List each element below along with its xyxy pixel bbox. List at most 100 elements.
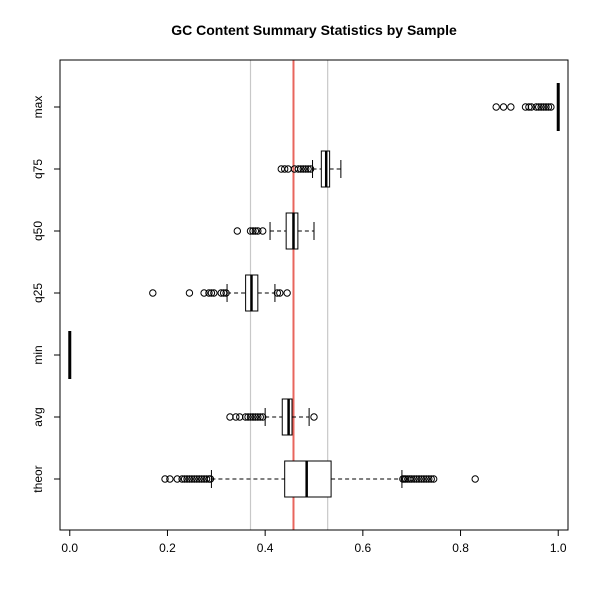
outlier-point-theor-27 [422, 475, 431, 483]
y-tick-label-theor: theor [31, 465, 45, 492]
outlier-point-avg-0 [226, 413, 234, 421]
outlier-point-theor-3 [178, 475, 186, 483]
outlier-point-theor-7 [188, 475, 196, 483]
outlier-point-avg-7 [251, 413, 260, 421]
outlier-point-q25-0 [149, 289, 157, 297]
outlier-point-max-1 [499, 103, 508, 111]
outlier-point-q25-3 [205, 289, 213, 297]
outlier-point-max-7 [534, 103, 543, 111]
box-iqr-q50 [285, 212, 299, 250]
outlier-point-max-9 [539, 103, 548, 111]
outlier-point-q50-2 [249, 227, 257, 235]
outlier-point-q25-7 [219, 289, 228, 297]
outlier-point-theor-24 [415, 475, 423, 483]
outlier-point-avg-4 [244, 413, 252, 421]
outlier-point-max-8 [537, 103, 545, 111]
outlier-point-q75-4 [294, 165, 303, 173]
outlier-point-avg-6 [249, 413, 257, 421]
outlier-point-theor-21 [407, 475, 416, 483]
outlier-point-q50-0 [233, 227, 242, 235]
y-tick-label-q75: q75 [31, 159, 45, 179]
outlier-point-theor-29 [427, 475, 435, 483]
outlier-point-avg-1 [232, 413, 240, 421]
outlier-point-avg-3 [241, 413, 250, 421]
y-tick-label-avg: avg [31, 407, 45, 426]
outlier-point-max-3 [521, 103, 530, 111]
outlier-point-theor-1 [166, 475, 174, 483]
plot-frame [59, 59, 569, 531]
outlier-point-avg-9 [256, 413, 264, 421]
outlier-point-q25-6 [217, 289, 225, 297]
box-theor [161, 460, 479, 498]
outlier-point-max-12 [547, 103, 555, 111]
outlier-point-theor-13 [202, 475, 211, 483]
outlier-point-q50-4 [254, 227, 262, 235]
outlier-point-theor-10 [195, 475, 203, 483]
box-q50 [233, 212, 315, 250]
outlier-point-avg-5 [246, 413, 255, 421]
outlier-point-q25-9 [273, 289, 282, 297]
x-tick-label-2: 0.4 [257, 541, 274, 555]
outlier-point-max-6 [532, 103, 540, 111]
y-tick-label-max: max [31, 96, 45, 119]
y-axis: theor avg min q25 q50 q75 max [31, 96, 61, 493]
outlier-point-q25-1 [185, 289, 194, 297]
outlier-point-q50-5 [259, 227, 267, 235]
x-axis: 0.0 0.2 0.4 0.6 0.8 1.0 [61, 529, 567, 555]
box-max [492, 83, 560, 131]
x-tick-label-0: 0.0 [61, 541, 78, 555]
x-tick-label-4: 0.8 [452, 541, 469, 555]
outlier-point-theor-23 [412, 475, 421, 483]
x-tick-label-3: 0.6 [355, 541, 372, 555]
outlier-point-max-5 [527, 103, 536, 111]
outlier-point-theor-28 [425, 475, 433, 483]
outlier-point-q50-3 [251, 227, 260, 235]
box-avg [226, 398, 318, 436]
chart-title: GC Content Summary Statistics by Sample [171, 22, 457, 38]
outlier-point-max-10 [542, 103, 550, 111]
outlier-point-q25-4 [207, 289, 216, 297]
y-tick-label-min: min [31, 345, 45, 364]
outlier-point-theor-0 [161, 475, 169, 483]
box-iqr-avg [281, 398, 293, 436]
outlier-point-q75-6 [299, 165, 307, 173]
outlier-point-theor-2 [173, 475, 181, 483]
outlier-point-theor-31 [471, 475, 479, 483]
outlier-point-q25-5 [210, 289, 218, 297]
x-tick-label-5: 1.0 [550, 541, 567, 555]
y-tick-label-q25: q25 [31, 283, 45, 303]
outlier-point-q25-8 [222, 289, 230, 297]
outlier-point-avg-2 [236, 413, 244, 421]
outlier-point-theor-30 [429, 475, 438, 483]
outlier-point-theor-26 [420, 475, 428, 483]
outlier-point-avg-11 [310, 413, 318, 421]
outlier-point-theor-8 [190, 475, 199, 483]
outlier-point-q25-11 [283, 289, 291, 297]
x-tick-label-1: 0.2 [159, 541, 176, 555]
outlier-point-theor-25 [417, 475, 426, 483]
box-q25 [149, 274, 291, 312]
outlier-point-avg-10 [259, 413, 267, 421]
outlier-point-max-11 [544, 103, 553, 111]
outlier-point-q75-9 [306, 165, 315, 173]
y-tick-label-q50: q50 [31, 221, 45, 241]
outlier-point-theor-15 [206, 475, 215, 483]
outlier-point-theor-6 [185, 475, 194, 483]
outlier-point-q75-7 [301, 165, 310, 173]
outlier-point-theor-9 [193, 475, 201, 483]
outlier-point-theor-22 [410, 475, 418, 483]
outlier-point-q75-1 [280, 165, 289, 173]
outlier-point-theor-18 [402, 475, 410, 483]
outlier-point-theor-11 [197, 475, 206, 483]
outlier-point-q50-1 [246, 227, 255, 235]
outlier-point-theor-4 [180, 475, 189, 483]
outlier-point-q75-5 [297, 165, 305, 173]
outlier-point-theor-5 [183, 475, 191, 483]
outlier-point-q75-8 [304, 165, 312, 173]
box-q75 [277, 150, 342, 188]
box-series [68, 83, 560, 498]
outlier-point-q25-2 [200, 289, 208, 297]
outlier-point-max-0 [492, 103, 500, 111]
outlier-point-q25-10 [276, 289, 284, 297]
